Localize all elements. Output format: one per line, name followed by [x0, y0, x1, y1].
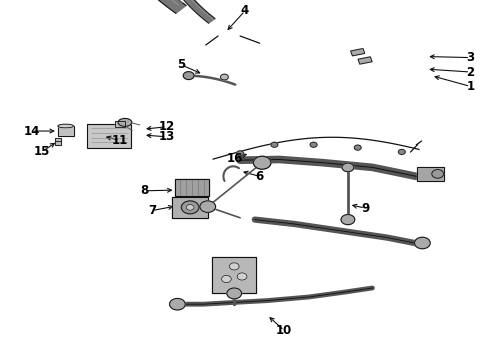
Circle shape [221, 275, 231, 283]
Text: 4: 4 [241, 4, 249, 17]
Circle shape [398, 149, 405, 154]
Circle shape [237, 151, 244, 156]
Bar [58, 126, 74, 136]
Text: 12: 12 [158, 120, 175, 133]
Ellipse shape [58, 124, 74, 128]
Circle shape [341, 215, 355, 225]
Circle shape [186, 204, 194, 210]
Bar [358, 57, 372, 64]
Bar [212, 257, 256, 293]
Bar [172, 197, 208, 218]
Text: 16: 16 [227, 152, 244, 165]
Text: 3: 3 [466, 51, 474, 64]
Bar [55, 138, 61, 145]
Circle shape [432, 170, 443, 178]
Bar [175, 179, 209, 196]
Text: 9: 9 [361, 202, 369, 215]
Text: 11: 11 [112, 134, 128, 147]
Bar [417, 167, 444, 181]
Text: 6: 6 [256, 170, 264, 183]
Text: 10: 10 [276, 324, 293, 337]
Circle shape [200, 201, 216, 212]
Text: 2: 2 [466, 66, 474, 78]
Circle shape [220, 74, 228, 80]
Bar [115, 121, 125, 127]
Circle shape [271, 142, 278, 147]
Bar [351, 49, 365, 56]
Text: 5: 5 [177, 58, 185, 71]
Circle shape [253, 156, 271, 169]
Bar [58, 126, 74, 136]
Text: 1: 1 [466, 80, 474, 93]
Polygon shape [110, 0, 186, 13]
Circle shape [415, 237, 430, 249]
Bar [358, 57, 372, 64]
Circle shape [237, 273, 247, 280]
Circle shape [310, 142, 317, 147]
Circle shape [354, 145, 361, 150]
Circle shape [181, 201, 199, 214]
Circle shape [170, 298, 185, 310]
Bar [175, 179, 209, 196]
Bar [351, 49, 365, 56]
Polygon shape [170, 0, 215, 23]
Bar [87, 124, 131, 148]
Circle shape [183, 72, 194, 80]
Circle shape [227, 288, 242, 299]
Bar [417, 167, 444, 181]
Bar [55, 138, 61, 145]
Circle shape [229, 263, 239, 270]
Bar [172, 197, 208, 218]
Text: 8: 8 [141, 184, 148, 197]
Text: 7: 7 [148, 204, 156, 217]
Circle shape [342, 163, 354, 172]
Bar [212, 257, 256, 293]
Text: 14: 14 [24, 125, 40, 138]
Bar [115, 121, 125, 127]
Text: 15: 15 [33, 145, 50, 158]
Text: 13: 13 [158, 130, 175, 143]
Bar [87, 124, 131, 148]
Ellipse shape [118, 118, 132, 126]
